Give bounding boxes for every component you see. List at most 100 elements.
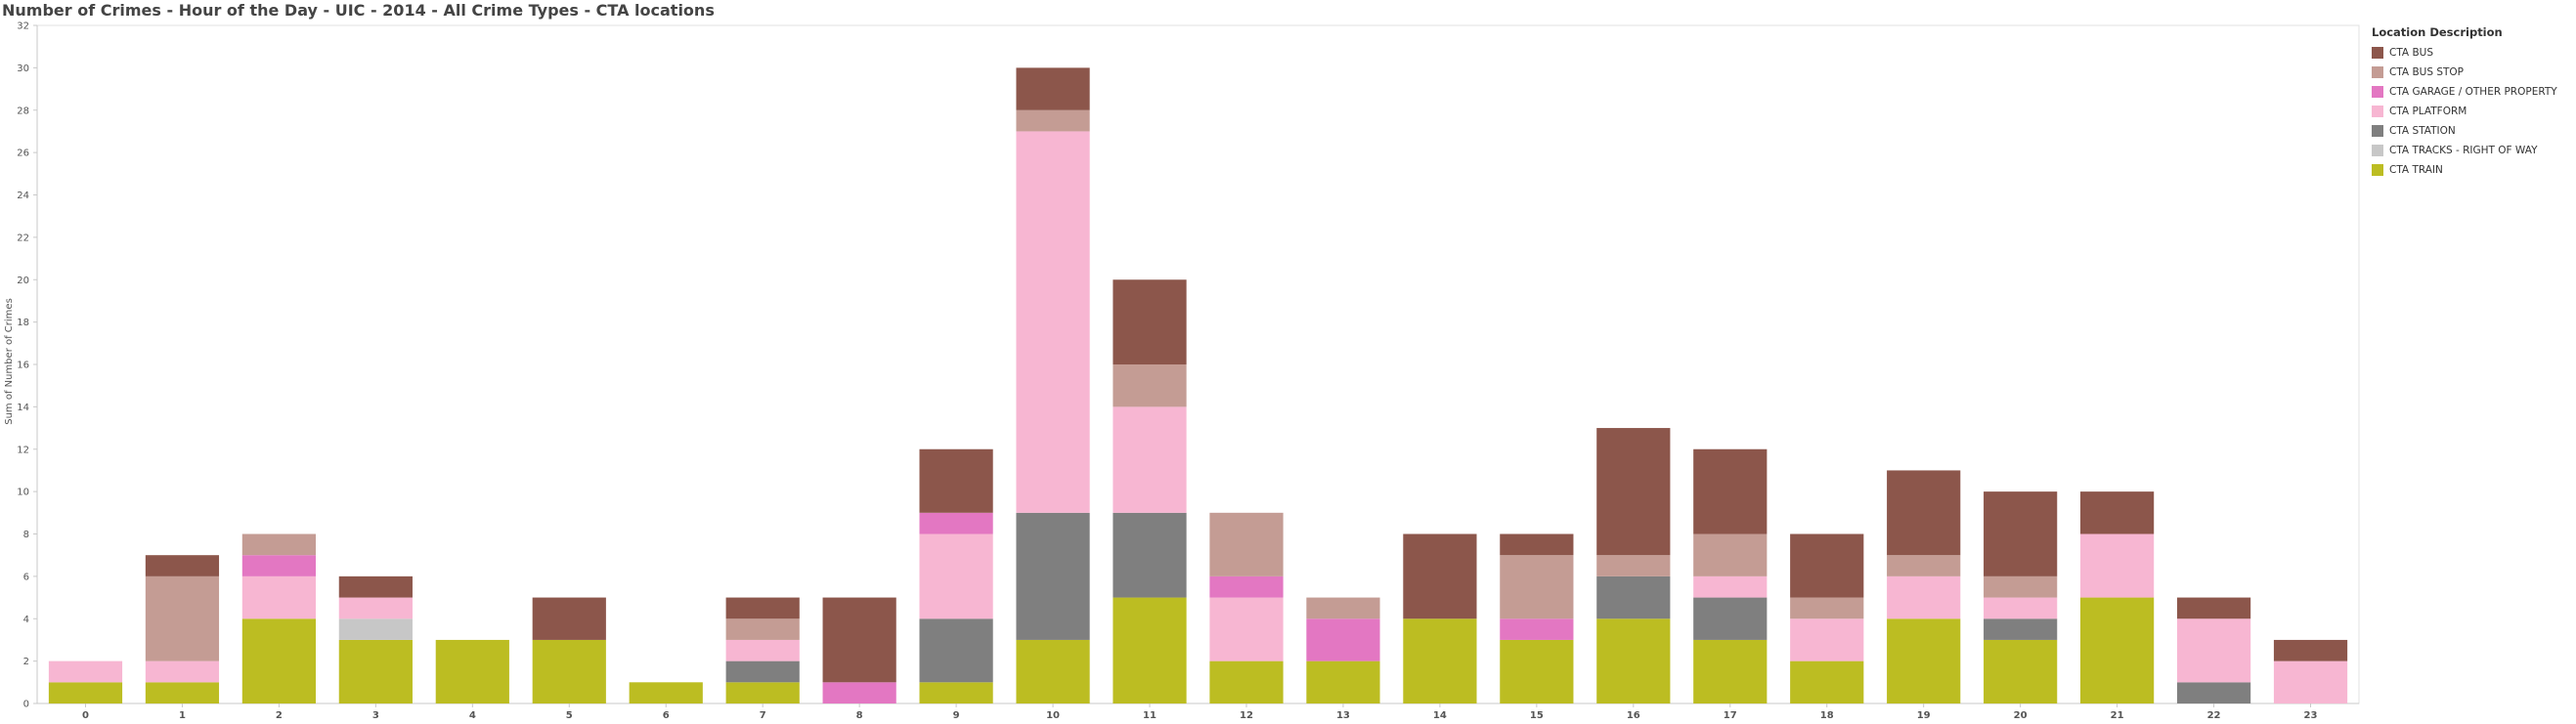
bar-segment[interactable] [1500, 555, 1574, 619]
bar-segment[interactable] [629, 682, 703, 703]
bar-segment[interactable] [145, 682, 220, 703]
bar-segment[interactable] [725, 682, 800, 703]
bar-segment[interactable] [532, 639, 606, 703]
bar-segment[interactable] [48, 660, 123, 683]
bar-segment[interactable] [1790, 660, 1864, 703]
bar-segment[interactable] [1596, 575, 1671, 619]
x-tick-label: 11 [1143, 710, 1157, 721]
bar-segment[interactable] [1693, 597, 1768, 640]
bar-segment[interactable] [2080, 491, 2155, 534]
bar-segment[interactable] [435, 639, 509, 703]
bar-segment[interactable] [1113, 279, 1187, 364]
bar-segment[interactable] [241, 533, 316, 556]
bar-segment[interactable] [1984, 618, 2058, 640]
bar-segment[interactable] [1209, 512, 1284, 576]
bar-segment[interactable] [1596, 428, 1671, 556]
bar-segment[interactable] [822, 682, 896, 703]
bar-segment[interactable] [1693, 639, 1768, 703]
bar-segment[interactable] [919, 618, 993, 683]
bar-segment[interactable] [145, 575, 220, 661]
bar-segment[interactable] [1113, 597, 1187, 703]
bar-segment[interactable] [1693, 448, 1768, 534]
bar-segment[interactable] [241, 575, 316, 619]
bar-segment[interactable] [1016, 67, 1090, 110]
bar-segment[interactable] [725, 660, 800, 683]
bar-segment[interactable] [1209, 597, 1284, 661]
bar-segment[interactable] [725, 618, 800, 640]
bar-segment[interactable] [1016, 639, 1090, 703]
bar-segment[interactable] [725, 639, 800, 661]
x-tick-label: 6 [663, 710, 670, 721]
bar-segment[interactable] [919, 448, 993, 513]
bar-segment[interactable] [338, 575, 413, 598]
x-tick-label: 2 [276, 710, 283, 721]
x-tick-label: 5 [566, 710, 573, 721]
legend-item[interactable]: CTA BUS [2372, 43, 2572, 63]
legend-item[interactable]: CTA TRACKS - RIGHT OF WAY [2372, 141, 2572, 160]
bar-segment[interactable] [2176, 618, 2251, 683]
bar-segment[interactable] [1306, 618, 1380, 661]
bar-segment[interactable] [1209, 660, 1284, 703]
chart-title: Number of Crimes - Hour of the Day - UIC… [2, 1, 715, 20]
bar-segment[interactable] [241, 618, 316, 703]
bar-segment[interactable] [338, 618, 413, 640]
bar-segment[interactable] [1113, 406, 1187, 513]
bar-segment[interactable] [1306, 660, 1380, 703]
bar-segment[interactable] [1209, 575, 1284, 598]
legend-item[interactable]: CTA GARAGE / OTHER PROPERTY [2372, 82, 2572, 102]
bar-segment[interactable] [48, 682, 123, 703]
bar-segment[interactable] [1113, 512, 1187, 598]
bar-segment[interactable] [338, 597, 413, 619]
bar-segment[interactable] [2080, 597, 2155, 703]
bar-segment[interactable] [2273, 639, 2348, 661]
legend-item[interactable]: CTA PLATFORM [2372, 102, 2572, 121]
bar-segment[interactable] [1403, 618, 1477, 703]
bar-segment[interactable] [2176, 682, 2251, 703]
bar-segment[interactable] [532, 597, 606, 640]
bar-segment[interactable] [1596, 555, 1671, 576]
bar-segment[interactable] [1500, 639, 1574, 703]
bar-segment[interactable] [919, 533, 993, 619]
bar-segment[interactable] [1403, 533, 1477, 619]
bar-segment[interactable] [1016, 131, 1090, 513]
bar-segment[interactable] [822, 597, 896, 683]
bar-segment[interactable] [145, 660, 220, 683]
legend-swatch [2372, 125, 2383, 137]
bar-segment[interactable] [1887, 575, 1961, 619]
y-tick-label: 8 [23, 530, 29, 540]
bar-segment[interactable] [725, 597, 800, 619]
bar-segment[interactable] [1887, 470, 1961, 556]
y-tick-label: 26 [17, 149, 29, 159]
bar-segment[interactable] [1790, 533, 1864, 598]
bar-segment[interactable] [1016, 109, 1090, 132]
bar-segment[interactable] [1984, 597, 2058, 619]
bar-segment[interactable] [2176, 597, 2251, 619]
bar-segment[interactable] [1596, 618, 1671, 703]
legend-item[interactable]: CTA BUS STOP [2372, 63, 2572, 82]
bar-segment[interactable] [1984, 575, 2058, 598]
x-tick-label: 17 [1724, 710, 1737, 721]
bar-segment[interactable] [919, 512, 993, 534]
bar-segment[interactable] [1500, 533, 1574, 556]
bar-segment[interactable] [2080, 533, 2155, 598]
bar-segment[interactable] [1790, 618, 1864, 661]
bar-segment[interactable] [145, 555, 220, 576]
bar-segment[interactable] [1113, 364, 1187, 407]
bar-segment[interactable] [1500, 618, 1574, 640]
bar-segment[interactable] [1693, 575, 1768, 598]
bar-segment[interactable] [1887, 618, 1961, 703]
legend-item[interactable]: CTA STATION [2372, 121, 2572, 141]
bar-segment[interactable] [2273, 660, 2348, 703]
bar-segment[interactable] [1306, 597, 1380, 619]
bar-segment[interactable] [1887, 555, 1961, 576]
bar-segment[interactable] [1984, 639, 2058, 703]
bar-segment[interactable] [919, 682, 993, 703]
bar-segment[interactable] [1790, 597, 1864, 619]
bar-segment[interactable] [1016, 512, 1090, 640]
legend-item[interactable]: CTA TRAIN [2372, 160, 2572, 180]
y-tick-label: 18 [17, 318, 29, 328]
bar-segment[interactable] [241, 555, 316, 576]
bar-segment[interactable] [1984, 491, 2058, 576]
bar-segment[interactable] [1693, 533, 1768, 576]
bar-segment[interactable] [338, 639, 413, 703]
